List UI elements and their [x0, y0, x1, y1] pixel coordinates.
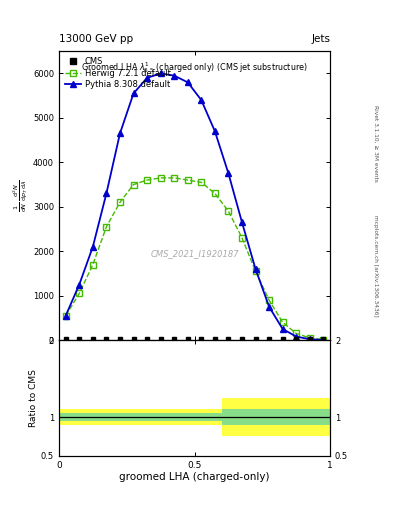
- CMS: [307, 336, 312, 343]
- Pythia 8.308 default: [267, 304, 272, 310]
- Pythia 8.308 default: [77, 282, 82, 288]
- Herwig 7.2.1 default: [307, 335, 312, 341]
- Herwig 7.2.1 default: [131, 181, 136, 187]
- Herwig 7.2.1 default: [172, 175, 176, 181]
- Herwig 7.2.1 default: [185, 177, 190, 183]
- Pythia 8.308 default: [118, 131, 122, 137]
- Herwig 7.2.1 default: [280, 319, 285, 326]
- Line: Pythia 8.308 default: Pythia 8.308 default: [63, 71, 326, 343]
- Pythia 8.308 default: [63, 313, 68, 319]
- CMS: [63, 336, 68, 343]
- CMS: [199, 336, 204, 343]
- CMS: [104, 336, 109, 343]
- Herwig 7.2.1 default: [213, 190, 217, 197]
- Herwig 7.2.1 default: [63, 313, 68, 319]
- Text: Rivet 3.1.10, ≥ 3M events: Rivet 3.1.10, ≥ 3M events: [373, 105, 378, 182]
- Herwig 7.2.1 default: [158, 175, 163, 181]
- CMS: [158, 336, 163, 343]
- CMS: [131, 336, 136, 343]
- Pythia 8.308 default: [185, 79, 190, 86]
- Herwig 7.2.1 default: [118, 199, 122, 205]
- Herwig 7.2.1 default: [199, 179, 204, 185]
- Herwig 7.2.1 default: [77, 290, 82, 296]
- Pythia 8.308 default: [226, 170, 231, 177]
- Y-axis label: $\frac{1}{\mathrm{d}N}\,\frac{\mathrm{d}^2N}{\mathrm{d}p_T\,\mathrm{d}\lambda}$: $\frac{1}{\mathrm{d}N}\,\frac{\mathrm{d}…: [12, 179, 30, 212]
- CMS: [253, 336, 258, 343]
- Herwig 7.2.1 default: [294, 330, 299, 336]
- Pythia 8.308 default: [294, 333, 299, 339]
- CMS: [90, 336, 95, 343]
- Herwig 7.2.1 default: [145, 177, 149, 183]
- Herwig 7.2.1 default: [240, 235, 244, 241]
- Pythia 8.308 default: [90, 244, 95, 250]
- Pythia 8.308 default: [240, 219, 244, 225]
- Pythia 8.308 default: [307, 336, 312, 343]
- CMS: [118, 336, 122, 343]
- Pythia 8.308 default: [172, 73, 176, 79]
- Pythia 8.308 default: [280, 326, 285, 332]
- Y-axis label: Ratio to CMS: Ratio to CMS: [29, 369, 38, 427]
- Legend: CMS, Herwig 7.2.1 default, Pythia 8.308 default: CMS, Herwig 7.2.1 default, Pythia 8.308 …: [63, 55, 172, 91]
- Pythia 8.308 default: [213, 128, 217, 134]
- Line: CMS: CMS: [63, 337, 326, 342]
- Line: Herwig 7.2.1 default: Herwig 7.2.1 default: [63, 175, 326, 343]
- CMS: [213, 336, 217, 343]
- Text: mcplots.cern.ch [arXiv:1306.3436]: mcplots.cern.ch [arXiv:1306.3436]: [373, 216, 378, 317]
- Pythia 8.308 default: [145, 75, 149, 81]
- X-axis label: groomed LHA (charged-only): groomed LHA (charged-only): [119, 472, 270, 482]
- Herwig 7.2.1 default: [226, 208, 231, 215]
- Pythia 8.308 default: [321, 337, 326, 343]
- CMS: [267, 336, 272, 343]
- Herwig 7.2.1 default: [321, 336, 326, 343]
- Text: Jets: Jets: [311, 33, 330, 44]
- Pythia 8.308 default: [104, 190, 109, 197]
- Text: 13000 GeV pp: 13000 GeV pp: [59, 33, 133, 44]
- CMS: [145, 336, 149, 343]
- Text: Groomed LHA $\lambda^1_{0.5}$ (charged only) (CMS jet substructure): Groomed LHA $\lambda^1_{0.5}$ (charged o…: [81, 60, 308, 75]
- CMS: [321, 336, 326, 343]
- CMS: [280, 336, 285, 343]
- CMS: [240, 336, 244, 343]
- Herwig 7.2.1 default: [267, 297, 272, 303]
- CMS: [185, 336, 190, 343]
- Herwig 7.2.1 default: [253, 268, 258, 274]
- Text: CMS_2021_I1920187: CMS_2021_I1920187: [150, 249, 239, 258]
- Pythia 8.308 default: [158, 70, 163, 76]
- CMS: [294, 336, 299, 343]
- Pythia 8.308 default: [131, 90, 136, 96]
- Herwig 7.2.1 default: [104, 224, 109, 230]
- Herwig 7.2.1 default: [90, 262, 95, 268]
- CMS: [77, 336, 82, 343]
- Pythia 8.308 default: [199, 97, 204, 103]
- CMS: [226, 336, 231, 343]
- CMS: [172, 336, 176, 343]
- Pythia 8.308 default: [253, 266, 258, 272]
